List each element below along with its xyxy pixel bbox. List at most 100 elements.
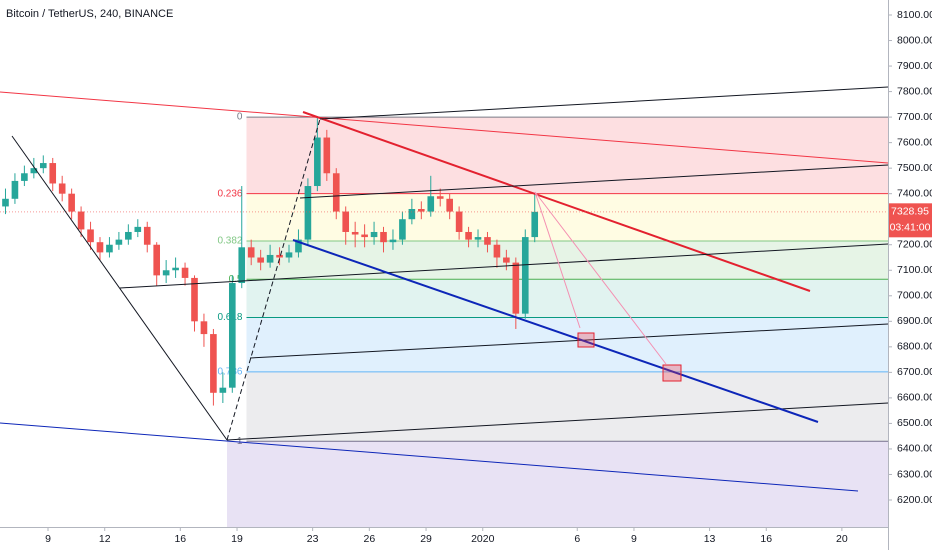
y-tick-label: 7400.00: [897, 187, 932, 199]
candle-body: [493, 244, 501, 258]
y-tick-label: 6400.00: [897, 443, 932, 455]
candle-body: [21, 173, 28, 181]
countdown: 03:41:00: [890, 222, 931, 234]
fib-level-label: 1: [237, 436, 243, 447]
candle-body: [210, 334, 217, 393]
x-tick-label: 26: [363, 533, 375, 545]
fib-band: [246, 240, 888, 280]
last-price-box: [889, 203, 932, 238]
x-tick-label: 20: [836, 533, 848, 545]
candle-body: [257, 257, 264, 263]
candle-body: [351, 231, 359, 235]
candle-body: [125, 231, 132, 240]
y-tick-label: 7600.00: [897, 136, 932, 148]
trend-line: [0, 91, 889, 164]
candle-body: [436, 196, 444, 199]
trend-line: [292, 239, 819, 423]
candle-body: [181, 267, 189, 278]
candle-body: [134, 226, 142, 232]
candle-body: [465, 231, 472, 240]
trend-line: [319, 86, 889, 120]
target-box: [577, 332, 595, 348]
candle-body: [418, 209, 425, 212]
candle-body: [314, 137, 321, 187]
time-axis: [0, 527, 888, 550]
candle-body: [106, 244, 113, 253]
candle-body: [380, 231, 387, 243]
candle-body: [361, 234, 368, 238]
fib-level-label: 0.382: [217, 236, 242, 247]
candle-body: [96, 242, 104, 253]
y-tick-label: 7100.00: [897, 264, 932, 276]
x-tick-label: 9: [45, 533, 51, 545]
x-tick-label: 16: [760, 533, 772, 545]
target-box: [662, 364, 682, 382]
candle-body: [446, 198, 453, 212]
trend-line: [0, 422, 859, 492]
x-tick-label: 2020: [471, 533, 495, 545]
trend-line: [302, 111, 811, 292]
y-tick-label: 6700.00: [897, 366, 932, 378]
candle-body: [276, 254, 283, 258]
arrow: [534, 191, 667, 365]
trend-line: [226, 402, 889, 441]
y-tick-label: 6900.00: [897, 315, 932, 327]
candle-body: [2, 198, 9, 207]
candle-body: [58, 183, 66, 194]
candle-body: [455, 211, 463, 232]
candle-body: [77, 211, 85, 230]
candle-body: [11, 180, 19, 199]
candle-body: [332, 173, 340, 212]
fib-level-label: 0.5: [229, 274, 243, 285]
candle-body: [153, 244, 161, 276]
candle-body: [30, 168, 38, 174]
candle-body: [342, 211, 350, 232]
candle-body: [191, 277, 198, 322]
fib-extension-fill: [227, 441, 888, 527]
fib-level-label: 0: [237, 112, 243, 123]
candle-body: [323, 137, 331, 174]
candle-body: [512, 262, 520, 314]
candle-body: [200, 321, 208, 335]
candle-body: [389, 239, 397, 243]
x-tick-label: 29: [420, 533, 432, 545]
candle-body: [531, 211, 539, 238]
candle-body: [39, 163, 47, 169]
candle-body: [266, 254, 274, 263]
y-tick-label: 7200.00: [897, 239, 932, 251]
candle-body: [521, 237, 529, 314]
fib-band: [246, 371, 888, 442]
drawings: [0, 86, 889, 492]
y-tick-label: 7700.00: [897, 111, 932, 123]
trend-line: [249, 323, 889, 359]
arrow: [534, 191, 581, 329]
candle-body: [408, 209, 416, 220]
candle-body: [399, 219, 406, 240]
candle-body: [304, 186, 312, 240]
candle-body: [247, 247, 255, 258]
y-tick-label: 6500.00: [897, 417, 932, 429]
candle-body: [503, 257, 510, 263]
candle-body: [370, 231, 378, 238]
candle-body: [49, 163, 57, 184]
y-tick-label: 6200.00: [897, 494, 932, 506]
y-tick-label: 6800.00: [897, 341, 932, 353]
candle-body: [484, 237, 491, 245]
x-tick-label: 6: [574, 533, 580, 545]
candle-body: [87, 229, 94, 243]
candle-body: [143, 226, 151, 245]
fib-band: [246, 279, 888, 318]
fib-level-label: 0.236: [217, 188, 242, 199]
candle-body: [238, 247, 246, 284]
y-tick-label: 7000.00: [897, 290, 932, 302]
candle-body: [474, 237, 482, 240]
y-tick-label: 7800.00: [897, 85, 932, 97]
candle-body: [285, 252, 293, 258]
trend-line: [11, 135, 228, 441]
x-tick-label: 23: [307, 533, 319, 545]
candle-body: [219, 387, 227, 393]
y-tick-label: 6300.00: [897, 468, 932, 480]
x-tick-label: 16: [174, 533, 186, 545]
